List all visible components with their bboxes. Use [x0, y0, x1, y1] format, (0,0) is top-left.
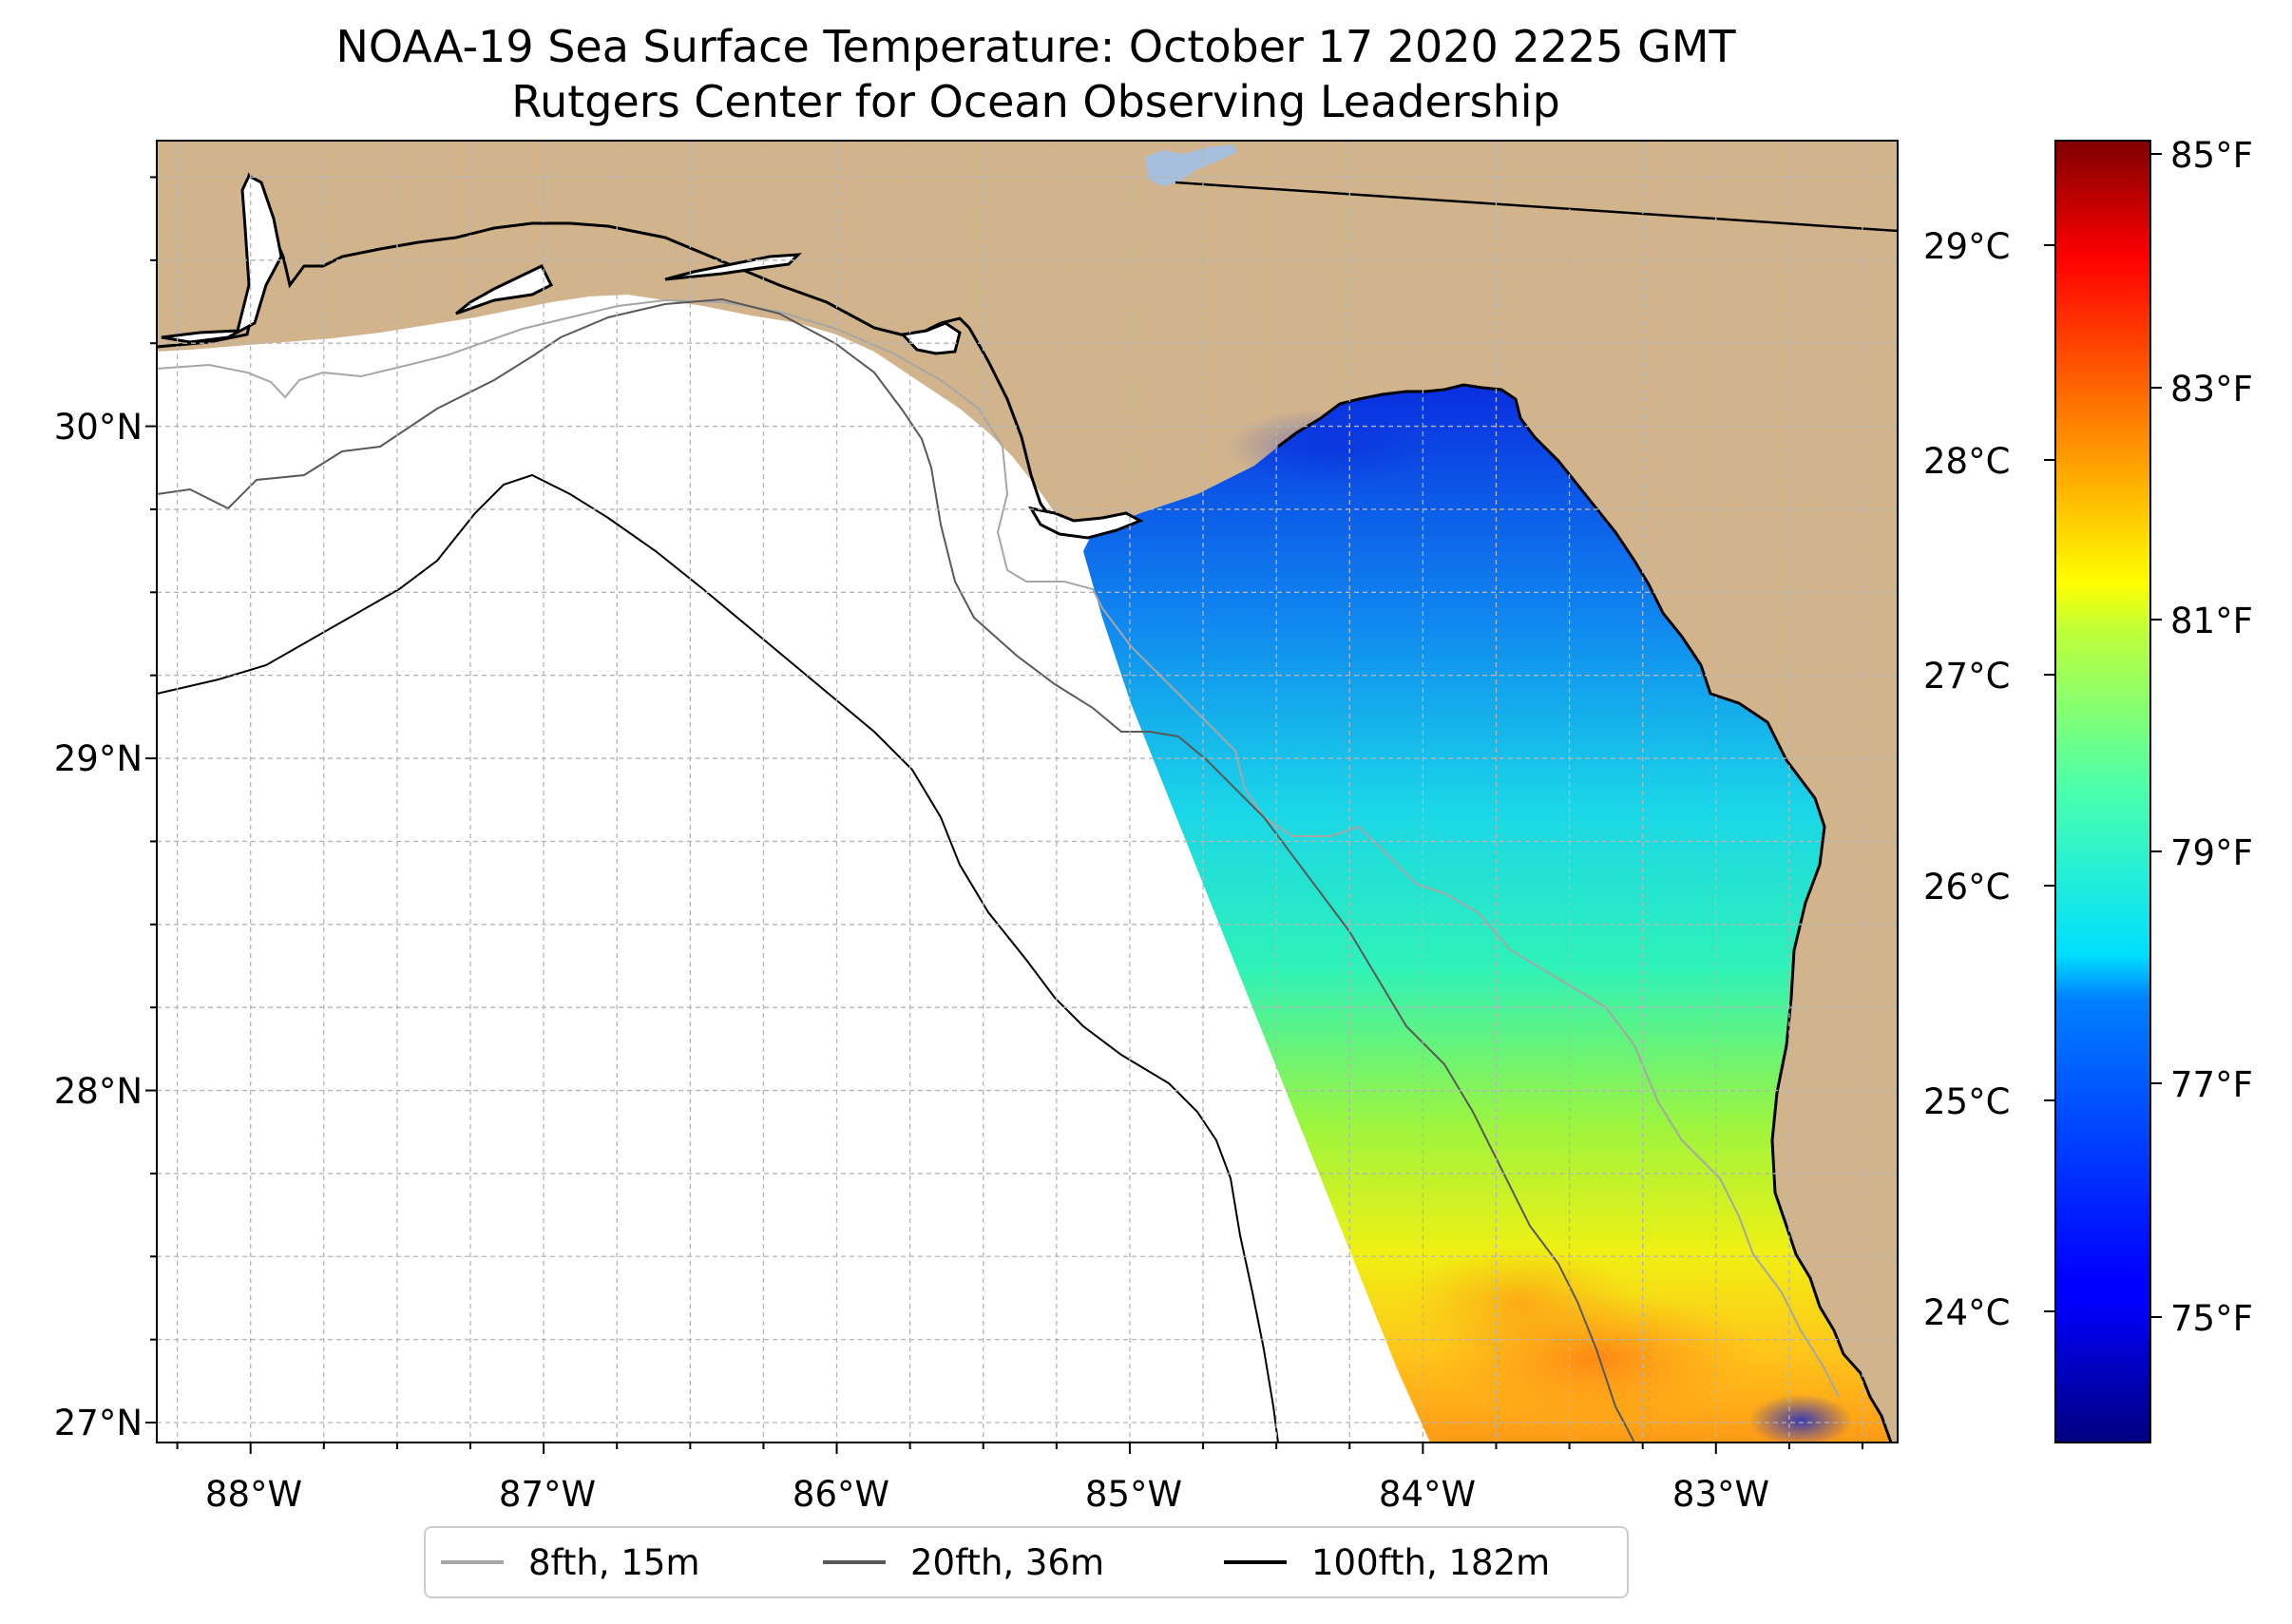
- bay-apalachicola: [1028, 506, 1144, 540]
- land-mass: [157, 141, 1898, 1442]
- colorbar-celsius-label: 26°C: [1923, 867, 2011, 908]
- colorbar-celsius-label: 25°C: [1923, 1081, 2011, 1122]
- colorbar-celsius-label: 24°C: [1923, 1292, 2011, 1333]
- colorbar-celsius-label: 27°C: [1923, 656, 2011, 697]
- legend-swatch: [1224, 1560, 1287, 1564]
- colorbar-fahrenheit-label: 77°F: [2170, 1064, 2253, 1105]
- colorbar-fahrenheit-label: 85°F: [2170, 135, 2253, 176]
- axis-ticks: [145, 176, 1863, 1454]
- x-tick-label: 85°W: [1085, 1474, 1182, 1515]
- bay-st-andrew: [899, 321, 962, 355]
- colorbar-fahrenheit-label: 83°F: [2170, 369, 2253, 410]
- plot-frame: [156, 140, 1899, 1443]
- lake: [1145, 144, 1237, 186]
- state-boundary: [1175, 181, 1898, 233]
- map-title: NOAA-19 Sea Surface Temperature: October…: [335, 21, 1736, 72]
- legend-label: 20fth, 36m: [910, 1541, 1105, 1583]
- bay-choctawhatchee: [664, 253, 802, 281]
- y-tick-label: 28°N: [54, 1071, 143, 1112]
- bay-mobile: [161, 173, 283, 344]
- bay-pensacola: [455, 264, 554, 315]
- x-tick-label: 84°W: [1379, 1474, 1476, 1515]
- legend-swatch: [441, 1560, 504, 1564]
- y-tick-label: 30°N: [54, 407, 143, 448]
- colorbar-celsius-label: 29°C: [1923, 226, 2011, 267]
- x-tick-label: 86°W: [793, 1474, 889, 1515]
- colorbar: [2054, 140, 2151, 1443]
- legend-item-100fth: 100fth, 182m: [1224, 1528, 1550, 1596]
- colorbar-fahrenheit-label: 75°F: [2170, 1298, 2253, 1339]
- x-tick-label: 88°W: [205, 1474, 302, 1515]
- legend-label: 100fth, 182m: [1311, 1541, 1551, 1583]
- legend-item-8fth: 8fth, 15m: [441, 1528, 700, 1596]
- isobath-8fth: [157, 298, 1840, 1398]
- legend-label: 8fth, 15m: [528, 1541, 700, 1583]
- colorbar-celsius-label: 28°C: [1923, 441, 2011, 482]
- isobath-100fth: [157, 473, 1279, 1442]
- isobath-20fth: [157, 297, 1635, 1442]
- legend-swatch: [823, 1560, 886, 1564]
- colorbar-fahrenheit-label: 79°F: [2170, 832, 2253, 873]
- colorbar-fahrenheit-label: 81°F: [2170, 601, 2253, 641]
- y-tick-label: 27°N: [54, 1403, 143, 1443]
- legend-item-20fth: 20fth, 36m: [823, 1528, 1104, 1596]
- coastline-east: [1277, 383, 1893, 1442]
- x-tick-label: 83°W: [1672, 1474, 1769, 1515]
- x-tick-label: 87°W: [499, 1474, 596, 1515]
- colorbar-ticks: [2044, 153, 2162, 1318]
- gridlines: [157, 141, 1898, 1442]
- y-tick-label: 29°N: [54, 738, 143, 779]
- map-subtitle: Rutgers Center for Ocean Observing Leade…: [511, 76, 1560, 127]
- isobath-legend: 8fth, 15m 20fth, 36m 100fth, 182m: [424, 1526, 1629, 1598]
